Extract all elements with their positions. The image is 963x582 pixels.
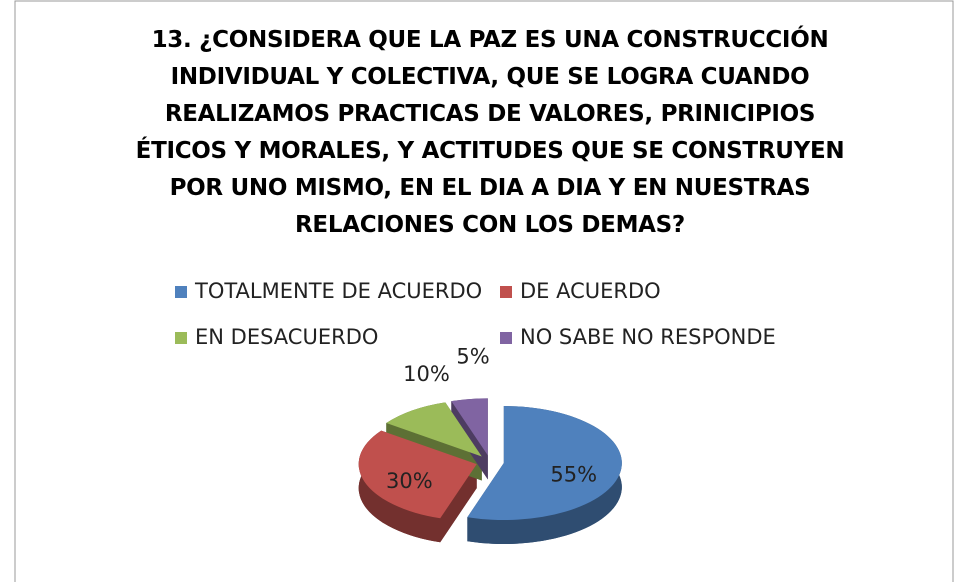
legend-label: DE ACUERDO <box>520 279 661 303</box>
slice <box>467 406 622 521</box>
slice <box>358 430 477 519</box>
legend-swatch <box>175 332 187 344</box>
slice <box>386 402 482 457</box>
slice-side <box>358 430 441 543</box>
data-label: 10% <box>403 362 450 386</box>
legend-swatch <box>175 286 187 298</box>
data-label: 30% <box>386 469 433 493</box>
frame <box>14 0 954 582</box>
legend-swatch <box>500 332 512 344</box>
chart-title: 13. ¿CONSIDERA QUE LA PAZ ES UNA CONSTRU… <box>135 27 845 238</box>
data-label: 5% <box>456 345 489 369</box>
legend-swatch <box>500 286 512 298</box>
legend-label: TOTALMENTE DE ACUERDO <box>194 279 482 303</box>
data-label: 55% <box>550 463 597 487</box>
legend-label: NO SABE NO RESPONDE <box>520 325 776 349</box>
legend-label: EN DESACUERDO <box>195 325 378 349</box>
slice <box>451 398 488 456</box>
